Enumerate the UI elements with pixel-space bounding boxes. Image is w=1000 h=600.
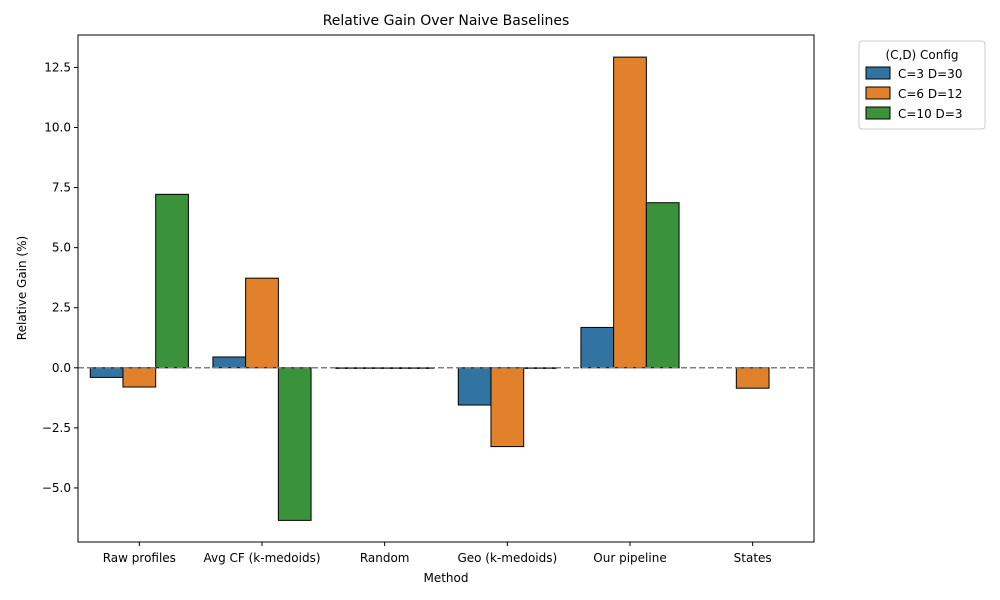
bar xyxy=(277,367,312,521)
bar xyxy=(490,367,525,448)
bar xyxy=(212,356,247,369)
legend-swatch xyxy=(865,106,891,120)
legend-entry-label: C=3 D=30 xyxy=(898,67,962,81)
x-tick-label: Random xyxy=(360,551,410,565)
x-axis-label: Method xyxy=(423,571,468,585)
y-tick-label: −2.5 xyxy=(42,421,71,435)
y-tick-label: 12.5 xyxy=(44,60,71,74)
plot-area: −5.0 −2.5 0.0 2.5 5.0 7.5 10.0 12.5 Raw profiles… xyxy=(42,34,815,565)
y-tick-label: −5.0 xyxy=(42,481,71,495)
legend-title: (C,D) Config xyxy=(885,48,958,62)
y-axis-label: Relative Gain (%) xyxy=(15,236,29,340)
bar xyxy=(89,367,124,378)
bar xyxy=(580,326,615,369)
x-tick-label: States xyxy=(734,551,772,565)
y-tick-label: 2.5 xyxy=(52,301,71,315)
bar xyxy=(122,367,157,388)
legend: (C,D) Config C=3 D=30 C=6 D=12 C=10 D=3 xyxy=(858,40,986,130)
bar xyxy=(613,56,647,369)
y-tick-label: 7.5 xyxy=(52,181,71,195)
bar xyxy=(155,193,189,369)
bar xyxy=(735,367,770,389)
bar xyxy=(457,367,492,406)
x-tick-label: Raw profiles xyxy=(103,551,176,565)
y-tick-label: 5.0 xyxy=(52,241,71,255)
y-tick-label: 0.0 xyxy=(52,361,71,375)
bar xyxy=(645,202,680,369)
plot-frame xyxy=(77,34,815,543)
legend-entry-label: C=6 D=12 xyxy=(898,87,962,101)
chart-title: Relative Gain Over Naive Baselines xyxy=(323,13,570,29)
legend-swatch xyxy=(865,86,891,100)
x-tick-label: Our pipeline xyxy=(593,551,666,565)
y-tick-label: 10.0 xyxy=(44,121,71,135)
bar xyxy=(245,277,279,369)
x-tick-label: Avg CF (k-medoids) xyxy=(203,551,320,565)
legend-swatch xyxy=(865,66,891,80)
x-tick-label: Geo (k-medoids) xyxy=(457,551,557,565)
legend-entry-label: C=10 D=3 xyxy=(898,107,962,121)
